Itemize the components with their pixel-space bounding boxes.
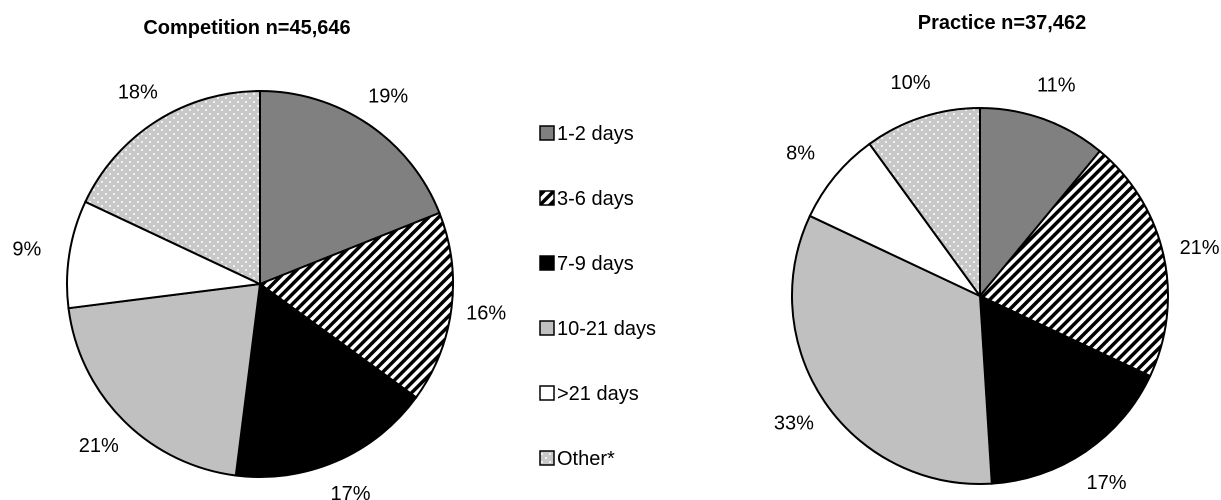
chart-title-competition: Competition n=45,646	[143, 17, 350, 39]
legend-label-1-2-days: 1-2 days	[557, 123, 634, 145]
slice-label-7-9-days: 17%	[1086, 472, 1126, 494]
legend-swatch-1-2-days	[539, 125, 555, 141]
slice-label-21-days: 9%	[12, 238, 41, 260]
legend-swatch-7-9-days	[539, 255, 555, 271]
pie-competition: 19% 16% 17% 21% 9% 18%	[12, 81, 506, 500]
slice-label-10-21-days: 21%	[79, 435, 119, 457]
slice-label-7-9-days: 17%	[331, 483, 371, 500]
slice-label-3-6-days: 21%	[1180, 237, 1220, 259]
pie-slice-10-21-days	[67, 282, 262, 477]
pie-slice-1-2-days	[259, 89, 441, 286]
pie-slice-21-days	[808, 142, 981, 297]
legend: 1-2 days 3-6 days 7-9 days 10-21 days >21 da…	[539, 123, 656, 470]
slice-label-10-21-days: 33%	[774, 412, 814, 434]
pie-slice-other	[868, 106, 981, 300]
legend-label-3-6-days: 3-6 days	[557, 188, 634, 210]
chart-title-practice: Practice n=37,462	[918, 12, 1086, 34]
legend-swatch-21-days	[539, 385, 555, 401]
pie-practice: 11% 21% 17% 33% 8% 10%	[774, 72, 1220, 494]
slice-label-21-days: 8%	[786, 143, 815, 165]
slice-label-3-6-days: 16%	[466, 303, 506, 325]
pie-slice-7-9-days	[978, 294, 1152, 485]
legend-label-21-days: >21 days	[557, 383, 639, 405]
slice-label-1-2-days: 11%	[1037, 74, 1076, 96]
slice-label-other: 10%	[890, 72, 930, 94]
slice-label-1-2-days: 19%	[368, 85, 408, 107]
legend-swatch-3-6-days	[539, 190, 555, 206]
legend-swatch-10-21-days	[539, 320, 555, 336]
pie-slice-21-days	[66, 200, 264, 310]
pie-slice-3-6-days	[257, 211, 454, 399]
pie-slice-10-21-days	[791, 214, 993, 485]
slice-label-other: 18%	[118, 81, 158, 103]
legend-label-10-21-days: 10-21 days	[557, 318, 656, 340]
pie-slice-other	[84, 89, 261, 286]
pie-slice-3-6-days	[978, 149, 1169, 378]
legend-swatch-other	[539, 450, 555, 466]
pie-slice-7-9-days	[234, 282, 418, 478]
pie-slice-1-2-days	[979, 106, 1102, 299]
legend-label-other: Other*	[557, 448, 615, 470]
legend-label-7-9-days: 7-9 days	[557, 253, 634, 275]
